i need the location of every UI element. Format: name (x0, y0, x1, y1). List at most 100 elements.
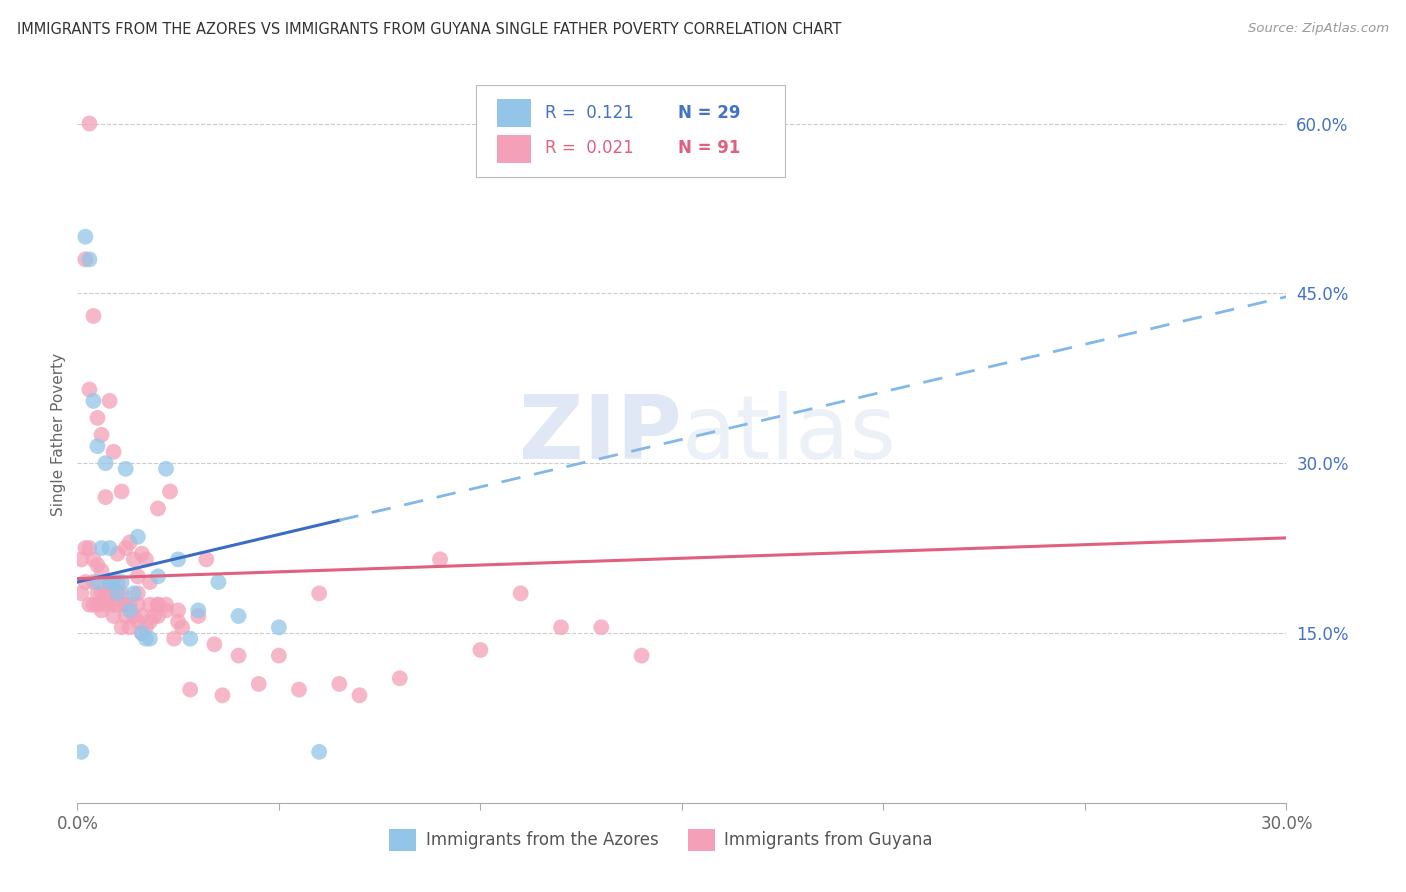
Text: Source: ZipAtlas.com: Source: ZipAtlas.com (1249, 22, 1389, 36)
Point (146, 598, 169, 612)
Point (202, 637, 225, 651)
Point (90, 586, 112, 600)
Point (118, 603, 141, 617)
Point (146, 569, 169, 583)
Point (135, 620, 157, 634)
Point (139, 632, 162, 646)
Point (118, 620, 141, 634)
Point (630, 648, 652, 663)
Point (70, 586, 93, 600)
Point (79, 383, 101, 397)
Point (111, 484, 134, 499)
Point (114, 609, 136, 624)
Point (207, 575, 229, 590)
Point (114, 462, 136, 476)
Text: R =  0.121: R = 0.121 (546, 103, 634, 121)
Point (167, 615, 190, 629)
Point (146, 501, 169, 516)
Point (90, 603, 112, 617)
Point (159, 484, 181, 499)
Point (103, 445, 125, 459)
Point (75, 541, 97, 555)
Bar (389, 829, 416, 851)
Text: Immigrants from the Azores: Immigrants from the Azores (426, 830, 658, 848)
Point (247, 677, 270, 691)
Point (111, 575, 134, 590)
Point (509, 586, 531, 600)
Point (82, 393, 104, 408)
Point (139, 615, 162, 629)
Point (135, 552, 157, 566)
Point (107, 586, 129, 600)
Point (131, 547, 153, 561)
Point (90, 541, 112, 555)
Point (155, 598, 177, 612)
Point (155, 462, 177, 476)
Point (349, 688, 371, 702)
Bar (496, 135, 531, 162)
Bar (496, 99, 531, 128)
Point (114, 598, 136, 612)
Point (131, 609, 153, 624)
Point (267, 648, 290, 663)
Point (139, 598, 162, 612)
Point (122, 552, 145, 566)
Point (82, 598, 104, 612)
Point (82, 575, 104, 590)
Point (388, 671, 411, 685)
Point (103, 598, 125, 612)
Point (429, 552, 451, 566)
Point (228, 609, 250, 624)
Point (111, 620, 134, 634)
Point (94, 592, 117, 607)
Point (127, 615, 149, 629)
Point (98, 575, 121, 590)
Point (591, 620, 613, 634)
Point (98, 541, 121, 555)
Point (211, 688, 233, 702)
Point (75, 229, 97, 244)
Point (550, 620, 572, 634)
Point (98, 575, 121, 590)
Point (328, 677, 350, 691)
Point (86, 575, 108, 590)
Point (107, 586, 129, 600)
Point (172, 620, 194, 634)
Point (146, 609, 169, 624)
Point (103, 575, 125, 590)
Point (79, 598, 101, 612)
Point (94, 598, 117, 612)
Point (70, 745, 93, 759)
Point (94, 586, 117, 600)
Text: Immigrants from Guyana: Immigrants from Guyana (724, 830, 932, 848)
Point (86, 598, 108, 612)
Point (228, 648, 250, 663)
Point (82, 552, 104, 566)
Point (114, 598, 136, 612)
Point (111, 586, 134, 600)
Point (195, 552, 218, 566)
Point (75, 252, 97, 267)
Y-axis label: Single Father Poverty: Single Father Poverty (51, 353, 66, 516)
Text: N = 29: N = 29 (678, 103, 741, 121)
Point (127, 586, 149, 600)
Point (267, 620, 290, 634)
Point (155, 603, 177, 617)
Point (103, 609, 125, 624)
Point (142, 609, 165, 624)
Point (114, 541, 136, 555)
Point (187, 603, 209, 617)
Point (288, 682, 311, 697)
Point (79, 252, 101, 267)
Point (470, 643, 492, 657)
Point (179, 632, 201, 646)
Point (107, 575, 129, 590)
Point (90, 427, 112, 442)
Point (167, 603, 190, 617)
Point (79, 116, 101, 130)
Point (122, 586, 145, 600)
Point (98, 393, 121, 408)
Point (98, 586, 121, 600)
Point (127, 569, 149, 583)
Point (79, 541, 101, 555)
